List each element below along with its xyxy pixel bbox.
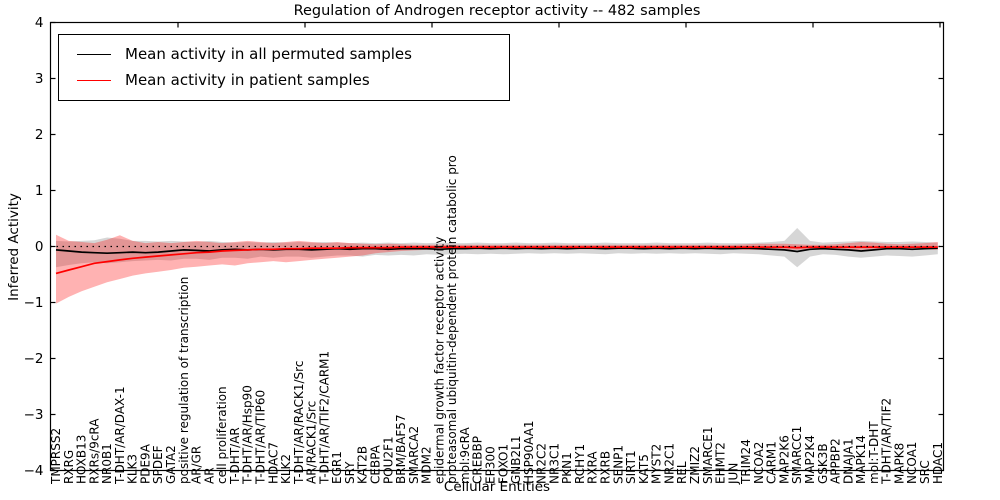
x-tick-label: epidermal growth factor receptor activit… [432, 237, 446, 484]
x-tick-label: MAP2K4 [803, 435, 817, 484]
top-axis-ticks [177, 22, 941, 28]
x-tick-label: CREBBP [471, 436, 485, 484]
x-tick-label: TMPRSS2 [49, 428, 63, 485]
x-tick-label: SENP1 [611, 445, 625, 484]
x-tick-label: FOXO1 [496, 444, 510, 484]
x-tick-label: GSK3B [816, 443, 830, 484]
x-tick-label: EP300 [484, 446, 498, 484]
legend-entry-permuted: Mean activity in all permuted samples [71, 41, 499, 67]
x-tick-label: POU2F1 [381, 436, 395, 484]
x-tick-label: CARM1 [765, 441, 779, 484]
x-tick-label: T-DHT/AR/TIP60 [254, 390, 268, 485]
x-tick-label: AR/GR [190, 446, 204, 484]
x-tick-label: SRY [343, 461, 357, 484]
x-tick-label: EGR1 [330, 451, 344, 484]
x-tick-label: GATA2 [164, 445, 178, 484]
x-tick-label: T-DHT/AR/DAX-1 [113, 386, 127, 485]
x-tick-label: APPBP2 [829, 438, 843, 484]
y-tick-label: −4 [24, 463, 44, 479]
x-tick-label: RCHY1 [573, 444, 587, 484]
y-tick-label: −3 [24, 407, 44, 423]
x-tick-label: SMARCA2 [407, 426, 421, 484]
x-tick-label: RXRG [62, 450, 76, 484]
x-tick-label: MAP2K6 [777, 435, 791, 484]
x-tick-label: AR/RACK1/Src [305, 401, 319, 484]
x-tick-label: NCOA1 [905, 442, 919, 484]
y-tick-label: −2 [24, 351, 44, 367]
x-tick-label: PKN1 [560, 452, 574, 484]
y-tick-label: 0 [35, 239, 44, 255]
x-tick-label: T-DHT/AR/TIF2 [880, 398, 894, 485]
x-tick-label: MDM2 [420, 446, 434, 484]
x-tick-label: TRIM24 [739, 439, 753, 485]
x-tick-label: KLK2 [279, 454, 293, 484]
patient-mean-line [55, 246, 938, 275]
legend: Mean activity in all permuted samples Me… [58, 34, 510, 101]
x-tick-label: SMARCC1 [790, 426, 804, 484]
x-axis-label: Cellular Entities [443, 479, 551, 495]
legend-label-permuted: Mean activity in all permuted samples [125, 45, 412, 63]
y-tick-label: −1 [24, 295, 44, 311]
chart-title: Regulation of Androgen receptor activity… [293, 3, 701, 19]
x-tick-label: REL [675, 461, 689, 484]
x-tick-label: HOXB13 [75, 435, 89, 484]
x-tick-label: SIRT1 [624, 450, 638, 484]
x-tick-label: HSP90AA1 [522, 420, 536, 484]
x-tick-label: NR2C1 [662, 443, 676, 484]
x-tick-label: GNB2L1 [509, 436, 523, 484]
x-tick-label: MAPK14 [854, 435, 868, 484]
y-axis-label: Inferred Activity [6, 193, 22, 301]
x-tick-label: cell proliferation [215, 386, 229, 484]
x-tick-label: NR3C1 [547, 443, 561, 484]
x-tick-label: KLK3 [126, 454, 140, 484]
x-tick-label: T-DHT/AR/TIF2/CARM1 [317, 351, 331, 485]
x-tick-label: proteasomal ubiquitin-dependent protein … [445, 155, 459, 484]
x-tick-label: BRM/BAF57 [394, 414, 408, 484]
x-tick-label: PDE9A [139, 443, 153, 484]
x-tick-label: RXRB [599, 451, 613, 484]
x-tick-label: NR0B1 [100, 443, 114, 484]
x-tick-label: CEBPA [369, 444, 383, 484]
x-tick-label: NCOA2 [752, 442, 766, 484]
patient-band [56, 234, 938, 304]
x-tick-label: RXRA [586, 451, 600, 484]
x-tick-label: SRC [918, 460, 932, 484]
x-tick-labels: TMPRSS2RXRGHOXB13RXRs/9cRANR0B1T-DHT/AR/… [49, 155, 945, 485]
y-tick-label: 1 [35, 183, 44, 199]
x-tick-label: T-DHT/AR/RACK1/Src [292, 361, 306, 485]
legend-entry-patient: Mean activity in patient samples [71, 67, 499, 93]
y-tick-label: 3 [35, 71, 44, 87]
x-tick-label: RXRs/9cRA [87, 418, 101, 484]
permuted-mean-line [55, 247, 938, 255]
x-tick-label: KAT5 [637, 454, 651, 484]
x-tick-label: MAPK8 [893, 443, 907, 484]
x-tick-label: SPDEF [151, 445, 165, 484]
x-tick-label: T-DHT/AR [228, 427, 242, 485]
patient-line-sample-icon [77, 79, 111, 81]
permuted-line-sample-icon [77, 53, 111, 55]
y-axis-ticks: 4 3 2 1 0 −1 −2 −3 −4 [24, 15, 944, 479]
x-tick-label: MYST2 [650, 444, 664, 484]
y-tick-label: 2 [35, 127, 44, 143]
x-tick-label: T-DHT/AR/Hsp90 [241, 385, 255, 485]
x-tick-label: JUN [726, 463, 740, 485]
y-tick-label: 4 [35, 15, 44, 31]
x-tick-label: mol:T-DHT [867, 421, 881, 484]
x-tick-label: KAT2B [356, 446, 370, 484]
x-tick-label: HDAC7 [266, 442, 280, 484]
x-tick-label: ZMIZ2 [688, 446, 702, 484]
legend-label-patient: Mean activity in patient samples [125, 71, 370, 89]
x-tick-label: EHMT2 [714, 442, 728, 484]
x-tick-label: DNAJA1 [841, 438, 855, 484]
x-tick-label: positive regulation of transcription [177, 277, 191, 484]
x-tick-label: SMARCE1 [701, 426, 715, 484]
x-tick-label: mol:9cRA [458, 427, 472, 484]
x-tick-label: HDAC1 [931, 442, 945, 484]
x-tick-label: NR2C2 [535, 443, 549, 484]
x-tick-label: AR [202, 467, 216, 484]
